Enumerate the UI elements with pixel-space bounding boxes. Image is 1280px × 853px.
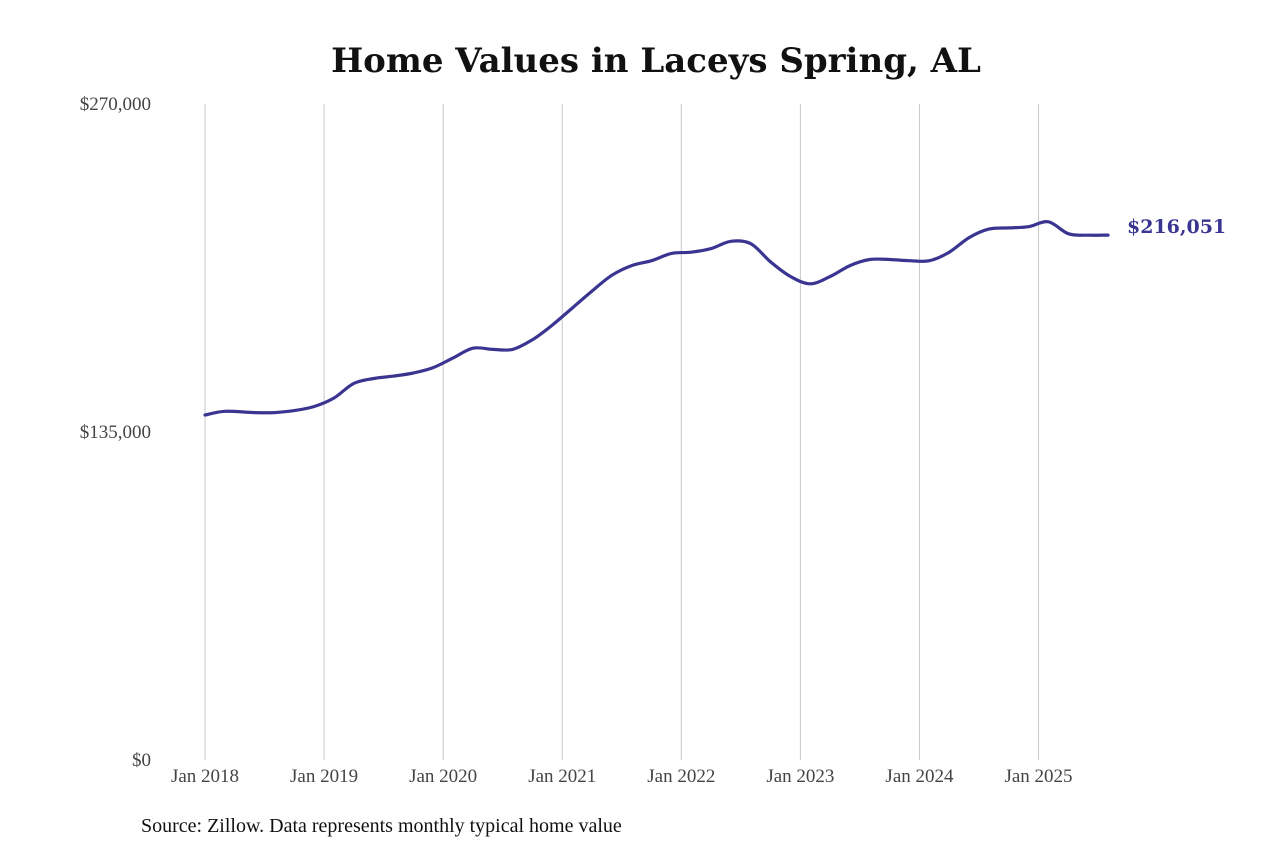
x-axis-ticks: Jan 2018 Jan 2019 Jan 2020 Jan 2021 Jan 2022… (171, 766, 1073, 787)
y-tick-label-2: $270,000 (80, 94, 151, 115)
x-tick-label-3: Jan 2021 (528, 766, 596, 787)
x-tick-label-2: Jan 2020 (409, 766, 477, 787)
x-tick-label-5: Jan 2023 (766, 766, 834, 787)
x-tick-label-0: Jan 2018 (171, 766, 239, 787)
x-tick-label-1: Jan 2019 (290, 766, 358, 787)
chart-title: Home Values in Laceys Spring, AL (331, 41, 981, 81)
series-line-0 (203, 220, 1110, 417)
y-tick-label-1: $135,000 (80, 422, 151, 443)
end-value-label: $216,051 (1127, 216, 1226, 238)
gridlines (204, 104, 1040, 760)
y-axis-ticks: $0 $135,000 $270,000 (80, 94, 151, 771)
series-layer (203, 220, 1110, 417)
x-tick-label-4: Jan 2022 (647, 766, 715, 787)
x-tick-label-7: Jan 2025 (1004, 766, 1072, 787)
x-tick-label-6: Jan 2024 (885, 766, 954, 787)
y-tick-label-0: $0 (132, 750, 151, 771)
source-note: Source: Zillow. Data represents monthly … (141, 815, 622, 837)
